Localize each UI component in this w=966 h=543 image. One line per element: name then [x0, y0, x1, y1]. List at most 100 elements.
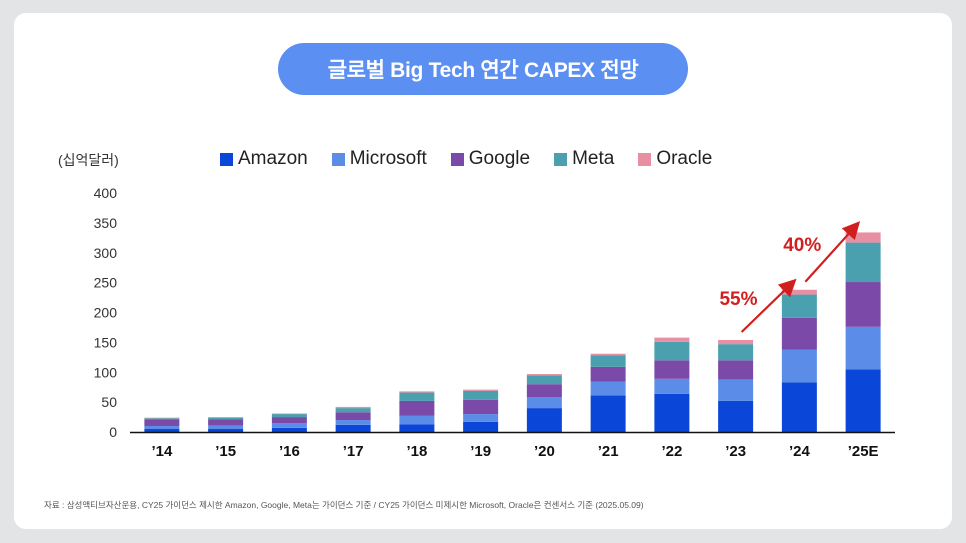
x-tick-label: ’23: [725, 443, 746, 460]
bar-segment-meta: [845, 242, 881, 283]
bar-segment-microsoft: [399, 415, 435, 425]
bar-segment-google: [718, 360, 754, 380]
bar-segment-microsoft: [526, 397, 562, 409]
x-tick-label: ’15: [215, 443, 236, 460]
bar-segment-meta: [208, 417, 244, 420]
bar-segment-google: [208, 419, 244, 426]
bar-segment-google: [463, 399, 499, 415]
y-tick-label: 400: [94, 185, 118, 201]
bar-segment-amazon: [271, 427, 307, 432]
bar-segment-amazon: [590, 395, 626, 432]
chart-title: 글로벌 Big Tech 연간 CAPEX 전망: [278, 43, 688, 95]
bar-segment-meta: [144, 418, 180, 420]
legend-swatch-microsoft: [331, 152, 345, 166]
bar-segment-meta: [654, 341, 690, 361]
legend-label-microsoft: Microsoft: [349, 148, 427, 169]
bar-segment-microsoft: [271, 423, 307, 428]
bar-segment-oracle: [654, 337, 690, 342]
bar-segment-meta: [781, 294, 817, 318]
bar-segment-amazon: [845, 369, 881, 432]
legend-item-amazon: Amazon: [220, 148, 308, 170]
source-footnote: 자료 : 삼성액티브자산운용, CY25 가이던스 제시한 Amazon, Go…: [44, 500, 644, 510]
x-tick-label: ’18: [406, 443, 427, 460]
growth-arrow: [804, 221, 861, 283]
y-tick-label: 100: [94, 364, 118, 380]
bar-segment-oracle: [463, 389, 499, 391]
growth-label: 55%: [719, 289, 757, 310]
y-axis-unit-label: (십억달러): [58, 152, 119, 168]
bar-segment-oracle: [271, 413, 307, 415]
legend-swatch-meta: [554, 152, 568, 166]
bar-segment-meta: [718, 344, 754, 361]
bar-segment-amazon: [463, 421, 499, 432]
bar-segment-meta: [526, 375, 562, 385]
x-tick-label: ’14: [151, 443, 173, 460]
bar-segment-google: [526, 384, 562, 398]
bar-segment-microsoft: [335, 420, 371, 425]
x-tick-label: ’16: [279, 443, 300, 460]
bar-segment-amazon: [144, 429, 180, 432]
bar-segment-google: [654, 360, 690, 379]
legend-item-oracle: Oracle: [638, 148, 712, 170]
y-tick-label: 150: [94, 334, 118, 350]
bar-segment-google: [271, 417, 307, 424]
bar-segment-oracle: [781, 289, 817, 295]
bar-segment-google: [144, 419, 180, 427]
x-tick-label: ’21: [598, 443, 619, 460]
bar-segment-google: [781, 317, 817, 350]
y-tick-label: 300: [94, 245, 118, 261]
bar-segment-oracle: [144, 417, 180, 419]
x-tick-label: ’22: [661, 443, 682, 460]
bar-segment-oracle: [526, 374, 562, 376]
legend-swatch-amazon: [220, 152, 233, 166]
legend-item-meta: Meta: [554, 148, 614, 170]
legend: Amazon Microsoft Google Meta Oracle: [220, 148, 736, 170]
bar-segment-oracle: [399, 391, 435, 393]
bar-segment-amazon: [781, 382, 817, 432]
bar-segment-amazon: [399, 424, 435, 432]
bar-segment-amazon: [526, 408, 562, 432]
bar-segment-amazon: [654, 393, 690, 432]
y-tick-label: 250: [94, 275, 118, 291]
legend-label-oracle: Oracle: [656, 148, 713, 169]
legend-label-google: Google: [468, 148, 531, 169]
bar-segment-meta: [271, 414, 307, 418]
legend-swatch-google: [450, 152, 464, 166]
y-tick-label: 200: [94, 305, 118, 321]
bar-segment-microsoft: [590, 381, 626, 396]
bar-segment-oracle: [845, 232, 881, 243]
bar-segment-amazon: [335, 424, 371, 432]
x-tick-label: ’19: [470, 443, 491, 460]
bar-segment-meta: [335, 408, 371, 413]
bar-segment-microsoft: [781, 349, 817, 383]
x-tick-label: ’24: [789, 443, 811, 460]
bar-segment-microsoft: [718, 379, 754, 401]
x-tick-label: ’20: [534, 443, 555, 460]
bar-segment-meta: [399, 392, 435, 401]
y-tick-label: 350: [94, 215, 118, 231]
y-tick-label: 0: [109, 424, 117, 440]
legend-item-microsoft: Microsoft: [331, 148, 427, 170]
growth-label: 40%: [783, 235, 821, 256]
bar-segment-google: [335, 412, 371, 421]
growth-arrow: [740, 278, 797, 333]
bar-segment-amazon: [718, 400, 754, 432]
bar-segment-oracle: [208, 417, 244, 418]
legend-item-google: Google: [450, 148, 531, 170]
bar-segment-oracle: [335, 406, 371, 409]
bar-segment-microsoft: [144, 426, 180, 430]
bar-segment-oracle: [718, 339, 754, 345]
bar-segment-google: [845, 282, 881, 327]
bar-segment-microsoft: [845, 326, 881, 370]
bar-segment-google: [590, 366, 626, 382]
y-tick-label: 50: [101, 394, 117, 410]
bar-segment-meta: [463, 390, 499, 400]
bar-segment-meta: [590, 355, 626, 367]
x-tick-label: ’25E: [848, 443, 879, 460]
legend-label-meta: Meta: [572, 148, 615, 169]
chart-card: [14, 13, 952, 529]
bar-segment-oracle: [590, 353, 626, 356]
bar-segment-amazon: [208, 429, 244, 432]
bar-segment-microsoft: [654, 378, 690, 394]
